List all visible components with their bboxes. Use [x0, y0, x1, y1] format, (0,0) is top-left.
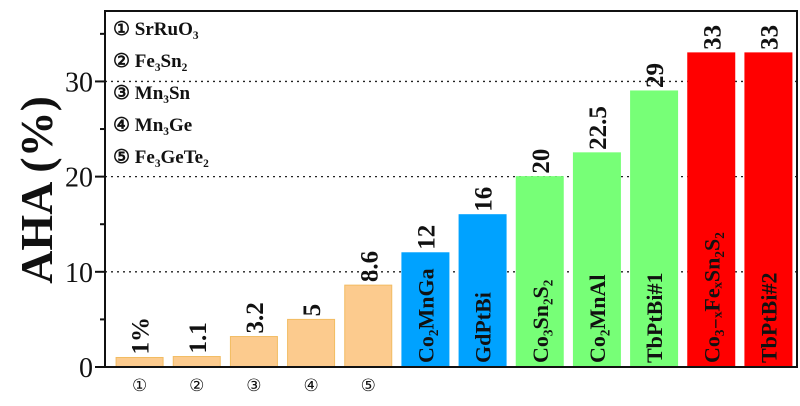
- bar: [572, 152, 621, 368]
- axes: ① ② ③ ④ ⑤ 0 10 20 30: [65, 10, 798, 396]
- legend-item: ③ Mn₃Sn: [113, 83, 191, 104]
- bar: [630, 90, 679, 368]
- y-tick-label: 10: [65, 258, 93, 289]
- bar: [744, 52, 793, 368]
- bar-inner-label: GdPtBi: [471, 292, 496, 363]
- y-axis-title: AHA (%): [11, 96, 62, 284]
- legend: ① SrRuO₃ ② Fe₃Sn₂ ③ Mn₃Sn ④ Mn₃Ge ⑤ Fe₃GeTe₂: [113, 19, 209, 168]
- bar: [172, 356, 221, 368]
- legend-item: ① SrRuO₃: [113, 19, 199, 40]
- data-label: 33: [699, 25, 726, 50]
- data-label: 3.2: [242, 302, 269, 333]
- bar-inner-label: Co₃₋ₓFeₓSn₂S₂: [699, 232, 724, 363]
- x-tick-label: ③: [246, 376, 261, 396]
- bar-inner-label: TbPtBi#1: [642, 273, 667, 363]
- y-tick-label: 20: [65, 163, 93, 194]
- data-label: 1.1: [185, 322, 212, 353]
- bar: [458, 214, 507, 368]
- data-label: 8.6: [356, 251, 383, 282]
- data-label: 20: [528, 149, 555, 174]
- bar: [229, 336, 278, 368]
- bar: [344, 284, 393, 368]
- bar-inner-label: Co₂MnGa: [413, 268, 438, 363]
- bar: [687, 52, 736, 368]
- bar: [115, 356, 164, 368]
- bar: [401, 252, 450, 368]
- y-tick-label: 0: [79, 353, 93, 384]
- data-label: 22.5: [585, 106, 612, 150]
- plot-frame: [104, 10, 798, 368]
- data-label: 33: [756, 25, 783, 50]
- x-tick-label: ①: [132, 376, 147, 396]
- data-label: 12: [413, 225, 440, 250]
- bar: [515, 176, 564, 368]
- bar: [287, 318, 336, 368]
- data-label: 1%: [128, 317, 155, 355]
- bar-inner-label: Co₃Sn₂S₂: [528, 279, 553, 363]
- bars: 1% 1.1 3.2 5 8.6 12 Co₂MnGa 16 GdPtBi 20 Co₃Sn₂S₂ 2…: [115, 25, 793, 368]
- legend-item: ⑤ Fe₃GeTe₂: [113, 147, 209, 168]
- x-tick-label: ②: [189, 376, 204, 396]
- legend-item: ② Fe₃Sn₂: [113, 51, 188, 72]
- data-label: 29: [642, 63, 669, 88]
- bar-inner-label: Co₂MnAl: [585, 275, 610, 363]
- bar-inner-label: TbPtBi#2: [756, 273, 781, 363]
- gridlines: [105, 80, 797, 273]
- y-tick-label: 30: [65, 67, 93, 98]
- data-label: 16: [471, 187, 498, 212]
- x-tick-label: ④: [303, 376, 318, 396]
- data-label: 5: [299, 304, 326, 317]
- x-tick-label: ⑤: [361, 376, 376, 396]
- legend-item: ④ Mn₃Ge: [113, 115, 192, 136]
